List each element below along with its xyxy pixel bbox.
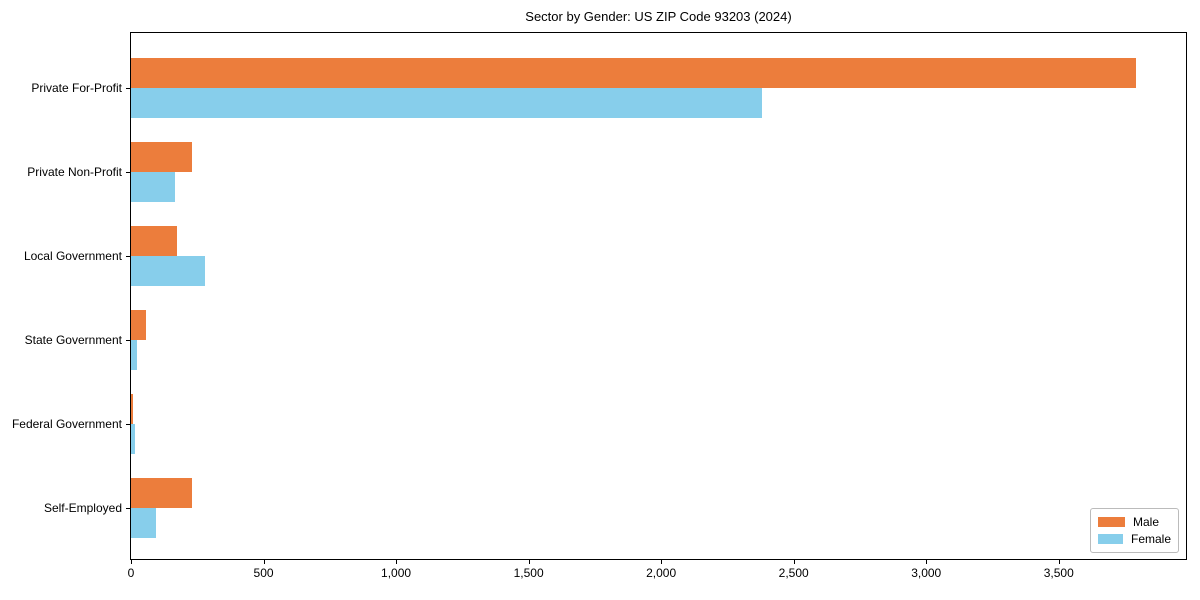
x-tick-label: 3,500 bbox=[1043, 566, 1074, 580]
y-category-label-private-non-profit: Private Non-Profit bbox=[27, 165, 122, 179]
legend-item-male: Male bbox=[1098, 516, 1171, 528]
y-tick-mark bbox=[126, 88, 130, 89]
legend-item-female: Female bbox=[1098, 533, 1171, 545]
x-tick-label: 2,000 bbox=[646, 566, 677, 580]
x-tick-label: 1,000 bbox=[381, 566, 412, 580]
y-tick-mark bbox=[126, 172, 130, 173]
chart-title: Sector by Gender: US ZIP Code 93203 (202… bbox=[525, 9, 792, 24]
y-category-label-self-employed: Self-Employed bbox=[43, 501, 122, 515]
y-category-label-local-government: Local Government bbox=[23, 249, 122, 263]
x-tick-label: 500 bbox=[253, 566, 274, 580]
x-tick-mark bbox=[926, 560, 928, 564]
bar-female-federal-government bbox=[131, 424, 136, 454]
bar-male-private-non-profit bbox=[131, 142, 193, 172]
y-tick-mark bbox=[126, 256, 130, 257]
y-tick-mark bbox=[126, 424, 130, 425]
male-swatch-icon bbox=[1098, 517, 1125, 527]
bar-male-local-government bbox=[131, 226, 177, 256]
x-tick-mark bbox=[661, 560, 663, 564]
x-tick-mark bbox=[793, 560, 795, 564]
y-category-label-private-for-profit: Private For-Profit bbox=[31, 81, 122, 95]
plot-area bbox=[130, 32, 1187, 560]
x-tick-label: 3,000 bbox=[911, 566, 942, 580]
y-category-label-state-government: State Government bbox=[24, 333, 122, 347]
bar-female-state-government bbox=[131, 340, 138, 370]
x-tick-mark bbox=[131, 560, 132, 564]
x-tick-label: 1,500 bbox=[513, 566, 544, 580]
bar-male-federal-government bbox=[131, 394, 133, 424]
bar-male-self-employed bbox=[131, 478, 192, 508]
x-tick-label: 2,500 bbox=[778, 566, 809, 580]
bar-male-private-for-profit bbox=[131, 58, 1136, 88]
legend-label-female: Female bbox=[1130, 532, 1171, 546]
bar-male-state-government bbox=[131, 310, 146, 340]
x-tick-label: 0 bbox=[127, 566, 135, 580]
x-tick-mark bbox=[263, 560, 265, 564]
y-tick-mark bbox=[126, 508, 130, 509]
y-category-label-federal-government: Federal Government bbox=[11, 417, 122, 431]
bar-female-private-non-profit bbox=[131, 172, 176, 202]
x-tick-mark bbox=[396, 560, 398, 564]
bar-female-self-employed bbox=[131, 508, 156, 538]
bar-female-local-government bbox=[131, 256, 205, 286]
bar-female-private-for-profit bbox=[131, 88, 762, 118]
x-tick-mark bbox=[1058, 560, 1060, 564]
female-swatch-icon bbox=[1098, 534, 1123, 544]
y-tick-mark bbox=[126, 340, 130, 341]
legend-label-male: Male bbox=[1133, 515, 1160, 529]
legend: Male Female bbox=[1090, 508, 1179, 553]
x-tick-mark bbox=[528, 560, 530, 564]
